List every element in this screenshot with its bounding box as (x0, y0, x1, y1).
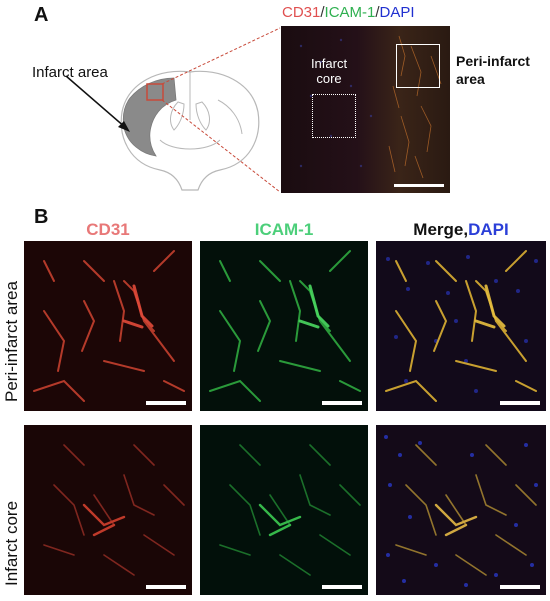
micrograph-peri-icam1 (200, 241, 368, 411)
scale-bar (322, 401, 362, 405)
panel-a-letter: A (34, 4, 49, 26)
peri-infarct-label-line2: area (456, 71, 485, 87)
row-label-peri: Peri-infarct area (2, 281, 21, 402)
infarct-core-label-line1: Infarct (310, 56, 348, 71)
micrograph-core-icam1 (200, 425, 368, 595)
column-title-cd31: CD31 (86, 220, 130, 239)
row-label-core: Infarct core (2, 500, 21, 586)
column-title-merge: Merge,DAPI (376, 220, 546, 240)
micrograph-core-cd31 (24, 425, 192, 595)
stain-title-a: CD31/ICAM-1/DAPI (282, 4, 415, 21)
panel-b-letter: B (34, 206, 49, 228)
micrograph-a: Infarct core (281, 26, 450, 193)
separator: / (375, 4, 380, 21)
dapi-label: DAPI (379, 4, 415, 21)
icam1-label: ICAM-1 (324, 4, 376, 21)
micrograph-core-merge (376, 425, 546, 595)
merge-label: Merge, (413, 220, 469, 239)
infarct-core-label: Infarct core (299, 56, 359, 86)
arrow-icon (65, 75, 130, 132)
scale-bar (146, 585, 186, 589)
scale-bar (146, 401, 186, 405)
zoom-box (146, 83, 164, 101)
separator: / (320, 4, 325, 21)
scale-bar (322, 585, 362, 589)
dapi-label: DAPI (468, 220, 509, 239)
zoom-lines (161, 27, 281, 193)
peri-infarct-box (396, 44, 440, 88)
infarct-core-box (312, 94, 356, 138)
cd31-label: CD31 (282, 4, 321, 21)
scale-bar (394, 184, 444, 187)
micrograph-peri-merge (376, 241, 546, 411)
infarct-core-label-line2: core (316, 71, 342, 86)
peri-infarct-label: Peri-infarct area (456, 52, 530, 88)
peri-infarct-label-line1: Peri-infarct (456, 53, 530, 69)
scale-bar (500, 401, 540, 405)
column-title-icam1: ICAM-1 (254, 220, 314, 239)
scale-bar (500, 585, 540, 589)
infarct-area-label: Infarct area (32, 64, 108, 81)
micrograph-peri-cd31 (24, 241, 192, 411)
